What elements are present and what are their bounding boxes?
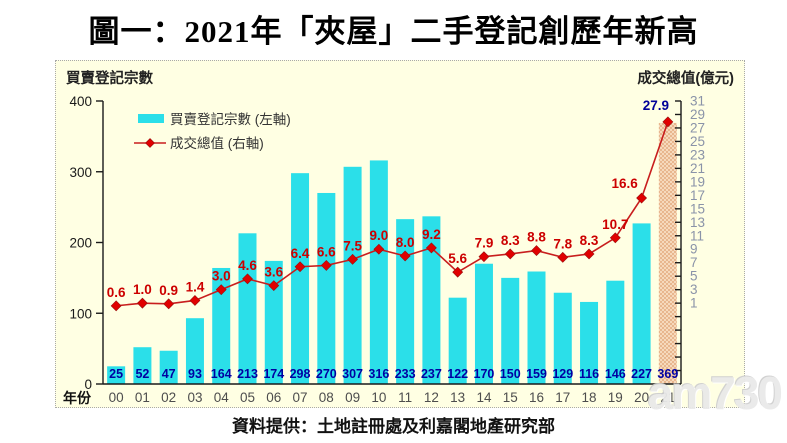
svg-text:21: 21 <box>660 390 675 405</box>
svg-text:09: 09 <box>345 390 360 405</box>
svg-text:02: 02 <box>161 390 176 405</box>
svg-text:298: 298 <box>290 367 311 381</box>
svg-text:1.0: 1.0 <box>133 282 152 297</box>
svg-text:8.3: 8.3 <box>580 233 599 248</box>
svg-text:29: 29 <box>690 107 705 122</box>
svg-text:10: 10 <box>371 390 386 405</box>
svg-text:19: 19 <box>608 390 623 405</box>
svg-text:227: 227 <box>631 367 652 381</box>
svg-text:316: 316 <box>368 367 389 381</box>
svg-text:21: 21 <box>690 161 705 176</box>
chart-panel: 0 100 200 300 400 31 29 27 25 23 21 19 17 15 13 11 9 7 5 3 1… <box>55 60 745 408</box>
svg-text:174: 174 <box>263 367 284 381</box>
svg-text:05: 05 <box>240 390 255 405</box>
svg-text:19: 19 <box>690 174 705 189</box>
svg-text:170: 170 <box>474 367 495 381</box>
svg-text:成交總值 (右軸): 成交總值 (右軸) <box>170 135 264 151</box>
svg-text:13: 13 <box>450 390 465 405</box>
svg-text:93: 93 <box>188 367 202 381</box>
svg-text:200: 200 <box>69 236 92 251</box>
svg-text:9.0: 9.0 <box>369 228 388 243</box>
svg-text:307: 307 <box>342 367 363 381</box>
svg-text:3.0: 3.0 <box>212 269 231 284</box>
svg-text:07: 07 <box>293 390 308 405</box>
watermark-am730: am730 <box>647 367 783 419</box>
svg-text:04: 04 <box>214 390 230 405</box>
source-caption: 資料提供：土地註冊處及利嘉閣地產研究部 <box>232 417 555 436</box>
svg-text:買賣登記宗數 (左軸): 買賣登記宗數 (左軸) <box>170 111 291 127</box>
svg-text:11: 11 <box>690 228 704 243</box>
svg-text:03: 03 <box>187 390 202 405</box>
svg-text:270: 270 <box>316 367 337 381</box>
svg-text:7.5: 7.5 <box>343 238 362 253</box>
svg-text:6.6: 6.6 <box>317 244 336 259</box>
svg-text:122: 122 <box>447 367 468 381</box>
svg-text:300: 300 <box>69 165 92 180</box>
svg-text:11: 11 <box>398 390 412 405</box>
left-axis-title: 買賣登記宗數 <box>66 71 153 87</box>
svg-text:3: 3 <box>690 282 698 297</box>
svg-text:213: 213 <box>237 367 258 381</box>
svg-text:01: 01 <box>135 390 150 405</box>
svg-text:7: 7 <box>690 255 698 270</box>
svg-text:1.4: 1.4 <box>186 279 205 294</box>
svg-text:08: 08 <box>319 390 334 405</box>
svg-text:116: 116 <box>579 367 599 381</box>
figure-title: 圖一：2021年「夾屋」二手登記創歷年新高 <box>88 14 699 49</box>
svg-text:17: 17 <box>555 390 570 405</box>
svg-text:237: 237 <box>421 367 442 381</box>
svg-text:13: 13 <box>690 215 705 230</box>
svg-text:16.6: 16.6 <box>611 176 638 191</box>
svg-text:27.9: 27.9 <box>643 98 669 113</box>
svg-text:400: 400 <box>69 94 92 109</box>
svg-text:23: 23 <box>690 147 705 162</box>
svg-text:6.4: 6.4 <box>291 246 310 261</box>
svg-text:15: 15 <box>690 201 705 216</box>
svg-text:0.9: 0.9 <box>159 283 178 298</box>
svg-text:10.7: 10.7 <box>602 217 628 232</box>
svg-text:9: 9 <box>690 242 698 257</box>
svg-text:129: 129 <box>552 367 573 381</box>
svg-text:52: 52 <box>135 367 149 381</box>
svg-text:18: 18 <box>582 390 597 405</box>
svg-text:0: 0 <box>84 377 92 392</box>
svg-text:5: 5 <box>690 269 698 284</box>
svg-text:15: 15 <box>503 390 518 405</box>
svg-text:0.6: 0.6 <box>107 285 126 300</box>
svg-text:4.6: 4.6 <box>238 258 257 273</box>
svg-text:9.2: 9.2 <box>422 227 441 242</box>
svg-text:20: 20 <box>634 390 649 405</box>
svg-text:146: 146 <box>605 367 626 381</box>
svg-text:12: 12 <box>424 390 439 405</box>
svg-text:25: 25 <box>690 134 705 149</box>
svg-text:1: 1 <box>690 296 698 311</box>
svg-text:8.8: 8.8 <box>527 230 546 245</box>
svg-text:5.6: 5.6 <box>448 251 467 266</box>
svg-text:31: 31 <box>690 94 705 109</box>
svg-text:233: 233 <box>395 367 416 381</box>
x-axis-title: 年份 <box>63 390 91 406</box>
svg-text:06: 06 <box>266 390 281 405</box>
svg-text:25: 25 <box>109 367 123 381</box>
svg-text:369: 369 <box>657 367 678 381</box>
svg-text:14: 14 <box>476 390 492 405</box>
svg-text:00: 00 <box>109 390 124 405</box>
svg-text:47: 47 <box>162 367 176 381</box>
svg-text:7.8: 7.8 <box>553 236 572 251</box>
svg-text:7.9: 7.9 <box>475 236 494 251</box>
svg-text:3.6: 3.6 <box>264 265 283 280</box>
right-axis-title: 成交總值(億元) <box>637 71 734 87</box>
svg-text:8.0: 8.0 <box>396 235 415 250</box>
svg-text:150: 150 <box>500 367 521 381</box>
svg-text:27: 27 <box>690 120 705 135</box>
svg-text:8.3: 8.3 <box>501 233 520 248</box>
svg-text:16: 16 <box>529 390 544 405</box>
svg-text:100: 100 <box>69 306 92 321</box>
svg-text:17: 17 <box>690 188 705 203</box>
svg-text:159: 159 <box>526 367 547 381</box>
svg-text:164: 164 <box>211 367 232 381</box>
